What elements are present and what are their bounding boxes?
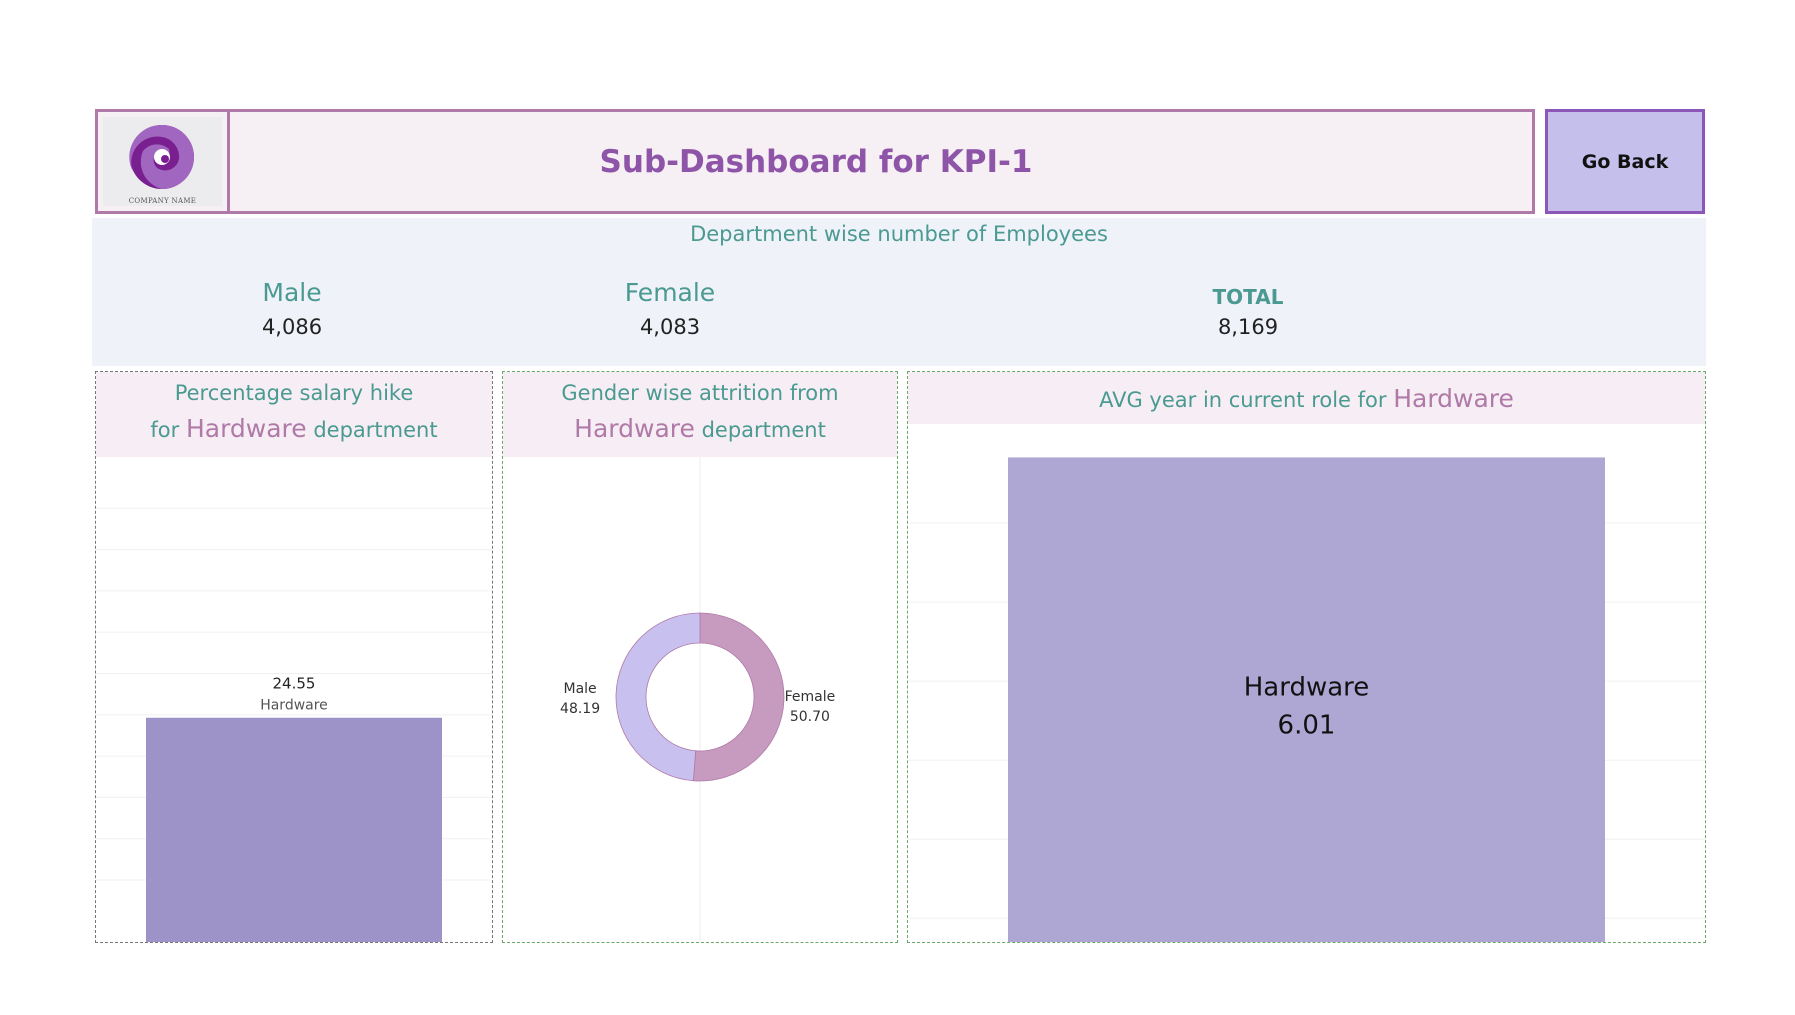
slice-male bbox=[615, 612, 701, 782]
kpi-title: Department wise number of Employees bbox=[690, 222, 1108, 246]
avg-year-panel-header: AVG year in current role for Hardware bbox=[908, 372, 1705, 424]
logo-caption: COMPANY NAME bbox=[128, 197, 197, 205]
salary-title-highlight: Hardware bbox=[185, 414, 307, 443]
bar-category-label: Hardware bbox=[260, 698, 328, 714]
bar-hardware bbox=[146, 717, 442, 942]
kpi-female-label: Female bbox=[624, 278, 716, 307]
salary-hike-panel: Percentage salary hike for Hardware depa… bbox=[95, 371, 493, 943]
attrition-panel-header: Gender wise attrition from Hardware depa… bbox=[503, 372, 897, 457]
kpi-male-value: 4,086 bbox=[261, 315, 323, 339]
avg-year-bar-chart: Hardware 6.01 bbox=[908, 457, 1705, 942]
go-back-button[interactable]: Go Back bbox=[1545, 109, 1705, 214]
bar-category-label: Hardware bbox=[1244, 673, 1370, 703]
salary-title-end: department bbox=[313, 418, 438, 442]
salary-hike-bar-chart: 24.55 Hardware bbox=[96, 507, 492, 942]
page-title: Sub-Dashboard for KPI-1 bbox=[599, 143, 1033, 180]
kpi-summary-band bbox=[92, 218, 1706, 366]
bar-value-label: 24.55 bbox=[273, 675, 316, 693]
attrition-donut-chart: Male 48.19 Female 50.70 bbox=[560, 457, 836, 942]
avg-year-title-start: AVG year in current role for bbox=[1099, 388, 1387, 412]
avg-year-title-highlight: Hardware bbox=[1393, 384, 1514, 413]
header-bar bbox=[95, 109, 1535, 214]
kpi-total-value: 8,169 bbox=[1217, 315, 1279, 339]
attrition-title-end: department bbox=[701, 418, 826, 442]
kpi-male-label: Male bbox=[262, 278, 322, 307]
salary-hike-panel-header: Percentage salary hike for Hardware depa… bbox=[96, 372, 492, 457]
bar-value-label: 6.01 bbox=[1278, 711, 1336, 741]
kpi-total-label: TOTAL bbox=[1212, 285, 1284, 309]
swirl-logo-icon bbox=[129, 124, 194, 189]
kpi-female-value: 4,083 bbox=[639, 315, 701, 339]
company-logo: COMPANY NAME bbox=[95, 109, 230, 214]
donut-value-label: 48.19 bbox=[560, 701, 600, 717]
salary-title-for: for bbox=[150, 418, 180, 442]
donut-category-label: Male bbox=[564, 681, 597, 697]
bar-hardware bbox=[1008, 457, 1605, 942]
salary-title-line1: Percentage salary hike bbox=[174, 381, 414, 405]
attrition-title-highlight: Hardware bbox=[574, 414, 695, 443]
attrition-title-line1: Gender wise attrition from bbox=[561, 381, 839, 405]
slice-female bbox=[692, 612, 785, 782]
donut-category-label: Female bbox=[785, 689, 836, 705]
avg-year-panel: AVG year in current role for Hardware Ha… bbox=[907, 371, 1706, 943]
donut-value-label: 50.70 bbox=[790, 709, 830, 725]
attrition-panel: Gender wise attrition from Hardware depa… bbox=[502, 371, 898, 943]
